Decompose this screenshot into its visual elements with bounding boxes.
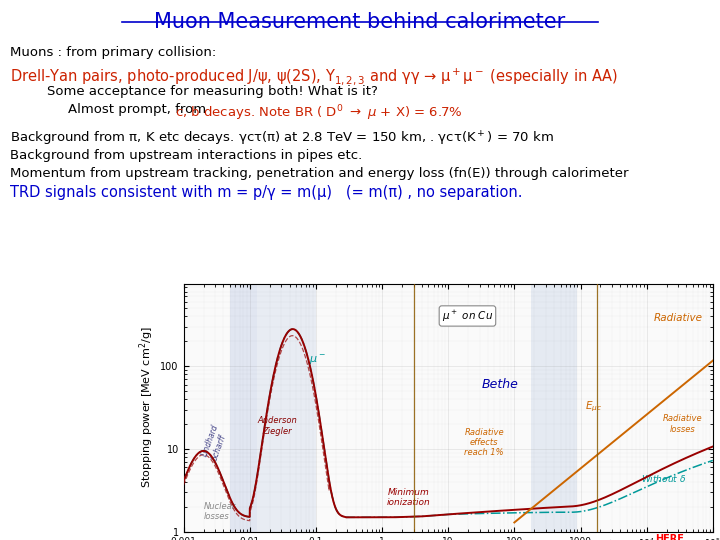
Text: Radiative
effects
reach 1%: Radiative effects reach 1% — [464, 428, 504, 457]
Text: Anderson
Ziegler: Anderson Ziegler — [257, 416, 297, 436]
Text: Nuclear
losses: Nuclear losses — [204, 502, 235, 521]
Text: Muon Measurement behind calorimeter: Muon Measurement behind calorimeter — [154, 12, 566, 32]
Text: Drell-Yan pairs, photo-produced J/ψ, ψ(2S), Υ$_{1,2,3}$ and γγ → μ$^+$μ$^-$ (esp: Drell-Yan pairs, photo-produced J/ψ, ψ(2… — [10, 66, 618, 87]
Text: Minimum
ionization: Minimum ionization — [387, 488, 431, 507]
Text: $E_{\mu c}$: $E_{\mu c}$ — [585, 400, 603, 414]
Text: Muons : from primary collision:: Muons : from primary collision: — [10, 46, 216, 59]
Text: Radiative
losses: Radiative losses — [663, 415, 703, 434]
Bar — [531, 284, 577, 532]
Text: Background from π, K etc decays. γcτ(π) at 2.8 TeV = 150 km, . γcτ(K$^+$) = 70 k: Background from π, K etc decays. γcτ(π) … — [10, 130, 554, 148]
Text: Lindhard
Scharff: Lindhard Scharff — [200, 423, 230, 462]
Y-axis label: Stopping power [MeV cm$^2$/g]: Stopping power [MeV cm$^2$/g] — [138, 327, 156, 489]
Text: Bethe: Bethe — [481, 378, 518, 391]
Text: $\mu^+$ on Cu: $\mu^+$ on Cu — [442, 308, 493, 323]
Text: Momentum from upstream tracking, penetration and energy loss (fn(E)) through cal: Momentum from upstream tracking, penetra… — [10, 167, 629, 180]
Text: Background from upstream interactions in pipes etc.: Background from upstream interactions in… — [10, 148, 362, 161]
Text: TRD signals consistent with m = p/γ = m(μ)   (= m(π) , no separation.: TRD signals consistent with m = p/γ = m(… — [10, 185, 523, 200]
Text: Some acceptance for measuring both! What is it?: Some acceptance for measuring both! What… — [47, 85, 378, 98]
Text: HERE: HERE — [655, 534, 684, 540]
Bar — [230, 284, 257, 532]
Text: c, b decays. Note BR ( D$^0$ $\rightarrow$ $\mu$ + X) = 6.7%: c, b decays. Note BR ( D$^0$ $\rightarro… — [175, 103, 463, 123]
Text: $\mu^-$: $\mu^-$ — [310, 354, 326, 367]
Text: Almost prompt, from: Almost prompt, from — [68, 103, 211, 116]
Text: Radiative: Radiative — [654, 313, 703, 323]
Bar — [257, 284, 316, 532]
Text: Without $\delta$: Without $\delta$ — [642, 473, 686, 484]
